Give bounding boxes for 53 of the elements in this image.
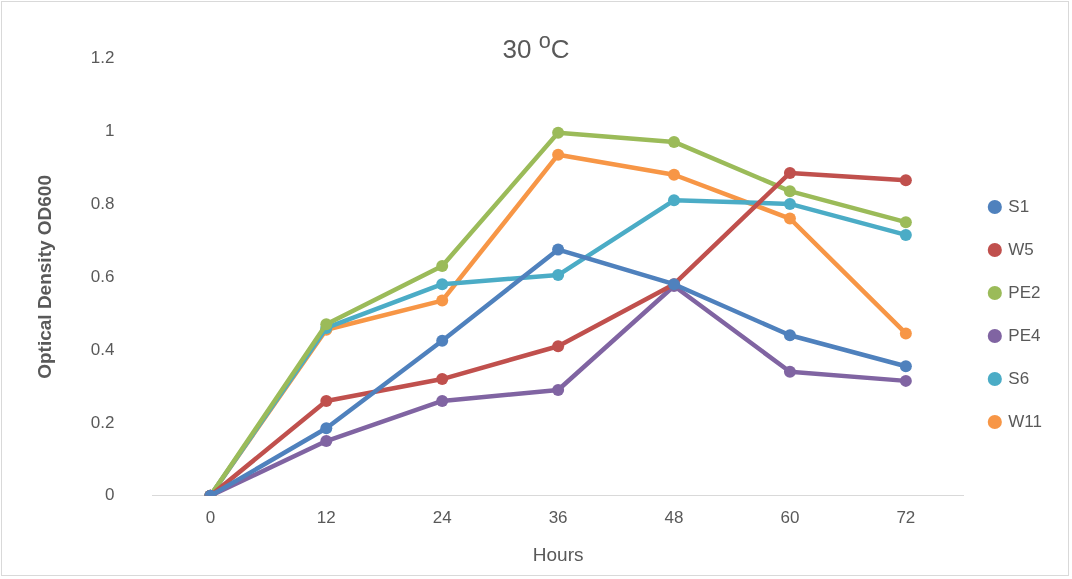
legend-label: S6 (1008, 368, 1030, 388)
point (783, 365, 796, 378)
point (320, 422, 333, 435)
x-tick-label: 0 (205, 507, 216, 527)
point (436, 373, 449, 386)
y-tick-label: 0 (104, 485, 115, 505)
point (552, 340, 565, 353)
point (552, 126, 565, 139)
point (668, 135, 681, 148)
point (783, 166, 796, 179)
point (899, 216, 912, 229)
point (436, 394, 449, 407)
y-tick-label: 0.2 (90, 412, 115, 432)
y-tick-label: 0.8 (90, 193, 115, 213)
point (783, 197, 796, 210)
point (899, 327, 912, 340)
y-tick-label: 0.6 (90, 266, 115, 286)
y-axis-title: Optical Density OD600 (33, 175, 55, 379)
point (320, 435, 333, 448)
legend-label: S1 (1008, 196, 1030, 216)
x-tick-label: 60 (780, 507, 800, 527)
chart-title: 30 $^{o}$C (502, 28, 570, 64)
point (552, 243, 565, 256)
point (552, 148, 565, 161)
point (436, 278, 449, 291)
x-axis-title: Hours (532, 543, 584, 565)
x-tick-label: 72 (896, 507, 916, 527)
y-tick-label: 1.2 (90, 47, 115, 67)
legend-label: W11 (1008, 411, 1043, 431)
point (436, 259, 449, 272)
y-tick-label: 1 (104, 120, 115, 140)
legend-label: PE4 (1008, 325, 1041, 345)
point (783, 185, 796, 198)
x-tick-label: 36 (548, 507, 568, 527)
point (899, 374, 912, 387)
point (552, 269, 565, 282)
x-tick-label: 48 (664, 507, 684, 527)
legend-label: PE2 (1008, 282, 1041, 302)
point (783, 329, 796, 342)
point (552, 384, 565, 396)
x-tick-label: 12 (316, 507, 336, 527)
point (320, 394, 333, 407)
point (436, 294, 449, 307)
point (668, 168, 681, 181)
point (899, 174, 912, 187)
point (668, 194, 681, 207)
point (783, 212, 796, 225)
x-tick-label: 24 (432, 507, 452, 527)
y-tick-label: 0.4 (90, 339, 115, 359)
point (899, 360, 912, 373)
legend-label: W5 (1008, 239, 1034, 259)
point (436, 334, 449, 347)
point (899, 228, 912, 241)
